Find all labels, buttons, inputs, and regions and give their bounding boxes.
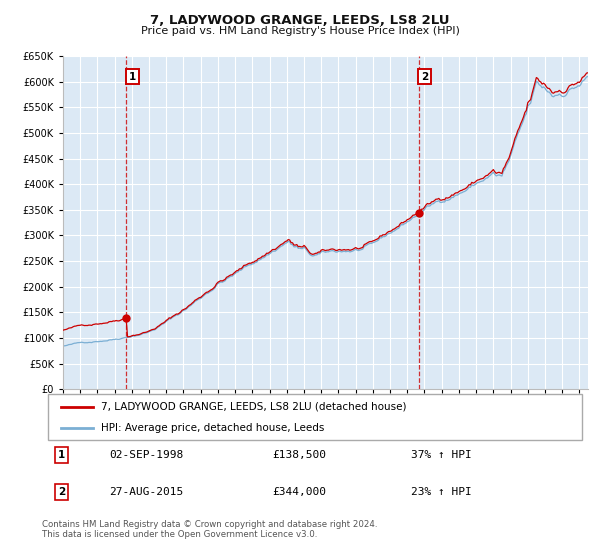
Text: 7, LADYWOOD GRANGE, LEEDS, LS8 2LU: 7, LADYWOOD GRANGE, LEEDS, LS8 2LU [150, 14, 450, 27]
Text: 2: 2 [421, 72, 428, 82]
Text: 27-AUG-2015: 27-AUG-2015 [109, 487, 184, 497]
Text: 2: 2 [58, 487, 65, 497]
Text: 1: 1 [128, 72, 136, 82]
Text: 7, LADYWOOD GRANGE, LEEDS, LS8 2LU (detached house): 7, LADYWOOD GRANGE, LEEDS, LS8 2LU (deta… [101, 402, 407, 412]
Text: £138,500: £138,500 [272, 450, 326, 460]
Text: 23% ↑ HPI: 23% ↑ HPI [411, 487, 472, 497]
Text: 02-SEP-1998: 02-SEP-1998 [109, 450, 184, 460]
Text: £344,000: £344,000 [272, 487, 326, 497]
Text: 1: 1 [58, 450, 65, 460]
Text: Contains HM Land Registry data © Crown copyright and database right 2024.
This d: Contains HM Land Registry data © Crown c… [42, 520, 377, 539]
Text: HPI: Average price, detached house, Leeds: HPI: Average price, detached house, Leed… [101, 423, 325, 433]
Text: Price paid vs. HM Land Registry's House Price Index (HPI): Price paid vs. HM Land Registry's House … [140, 26, 460, 36]
Text: 37% ↑ HPI: 37% ↑ HPI [411, 450, 472, 460]
